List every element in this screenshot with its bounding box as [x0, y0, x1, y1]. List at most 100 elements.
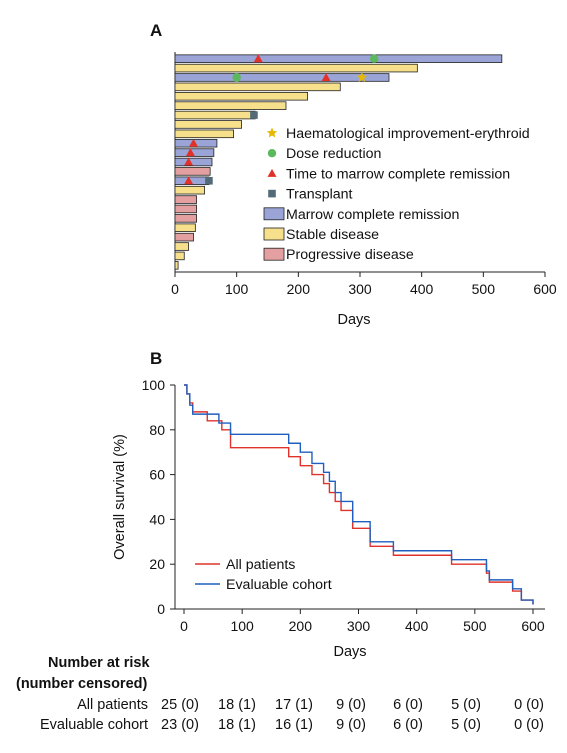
risk-cell: 25 (0): [161, 697, 199, 713]
patient-bar: [174, 54, 503, 63]
patient-bar: [174, 261, 179, 270]
square-marker: [205, 176, 213, 185]
triangle-marker: [184, 157, 194, 166]
panel-a-legend: Haematological improvement-erythroid Dose…: [263, 126, 530, 263]
panel-a-x-axis-label: Days: [337, 312, 370, 328]
risk-cell: 23 (0): [161, 717, 199, 733]
patient-bar: [174, 63, 418, 73]
patient-bar: [174, 148, 215, 157]
survival-line-evaluable-cohort: [184, 384, 534, 605]
panel-b-axes: 0 20 40 60 80 100 0 100 200 300 400 500 600: [142, 377, 545, 634]
patient-bar: [174, 73, 390, 82]
patient-bar: [174, 223, 196, 232]
risk-cell: 9 (0): [336, 717, 366, 733]
risk-cell: 6 (0): [393, 717, 423, 733]
panel-b-x-tick-label: 0: [180, 618, 188, 634]
panel-b-x-tick-label: 400: [405, 618, 429, 634]
risk-row-label: All patients: [77, 697, 148, 713]
patient-bar: [174, 129, 234, 139]
triangle-marker: [253, 54, 263, 63]
star-marker: [356, 72, 368, 82]
panel-a-x-tick-label: 100: [225, 281, 249, 297]
risk-cell: 5 (0): [451, 697, 481, 713]
patient-bar: [174, 214, 197, 223]
patient-bar: [174, 110, 256, 120]
panel-b-y-axis-label: Overall survival (%): [112, 434, 128, 560]
square-marker: [250, 111, 258, 119]
patient-bar: [174, 232, 194, 242]
legend-marker-label: Dose reduction: [286, 146, 381, 162]
risk-row-label: Evaluable cohort: [39, 717, 148, 733]
patient-bar: [174, 120, 242, 129]
patient-bar: [174, 92, 308, 101]
panel-a-x-tick-label: 0: [171, 281, 179, 297]
patient-bar: [174, 185, 206, 195]
patient-bar: [174, 195, 197, 204]
panel-a-x-tick-label: 600: [533, 281, 557, 297]
legend-bar-swatch: [263, 247, 285, 261]
panel-a-x-tick-label: 200: [287, 281, 311, 297]
panel-b-x-axis-label: Days: [333, 644, 366, 660]
risk-cell: 0 (0): [514, 697, 544, 713]
legend-marker-label: Haematological improvement-erythroid: [286, 126, 530, 142]
legend-bar-label: Marrow complete remission: [286, 207, 459, 223]
patient-bar: [174, 101, 287, 110]
survival-line-all-patients: [184, 384, 534, 605]
patient-bar: [174, 251, 185, 261]
panel-b-lines: [184, 384, 534, 605]
risk-cell: 0 (0): [514, 717, 544, 733]
legend-triangle-icon: [267, 168, 277, 177]
triangle-marker: [189, 138, 198, 147]
patient-bar: [174, 82, 341, 92]
risk-cell: 18 (1): [218, 717, 256, 733]
risk-cell: 6 (0): [393, 697, 423, 713]
panel-a-x-tick-label: 500: [472, 281, 496, 297]
circle-marker: [369, 54, 379, 63]
panel-a-x-tick-label: 300: [348, 281, 372, 297]
legend-circle-icon: [267, 149, 277, 158]
patient-bar: [174, 157, 213, 167]
panel-b-y-tick-label: 100: [142, 377, 166, 393]
panel-a: A 0 100 200 300 400 500 600 Haematological imp…: [150, 21, 557, 328]
risk-cell: 5 (0): [451, 717, 481, 733]
legend-bar-swatch: [263, 207, 285, 221]
risk-cell: 16 (1): [275, 717, 313, 733]
panel-b-y-tick-label: 0: [157, 601, 165, 617]
triangle-marker: [321, 72, 331, 81]
legend-series-label: Evaluable cohort: [226, 577, 332, 593]
panel-b-x-tick-label: 100: [230, 618, 254, 634]
risk-table-subheading: (number censored): [16, 676, 148, 692]
panel-b-label: B: [150, 349, 162, 368]
triangle-marker: [185, 148, 195, 157]
legend-marker-label: Time to marrow complete remission: [286, 166, 510, 182]
patient-bar: [174, 242, 189, 251]
panel-b-y-tick-label: 20: [149, 556, 165, 572]
risk-cell: 18 (1): [218, 697, 256, 713]
panel-b-legend: All patients Evaluable cohort: [195, 557, 332, 593]
patient-bar: [174, 167, 211, 176]
risk-cell: 17 (1): [275, 697, 313, 713]
triangle-marker: [184, 176, 194, 185]
panel-a-bars: [174, 54, 503, 270]
panel-a-x-tick-label: 400: [410, 281, 434, 297]
circle-marker: [232, 73, 241, 82]
legend-square-icon: [268, 189, 276, 198]
legend-star-icon: [266, 127, 278, 138]
panel-b-x-tick-label: 200: [289, 618, 313, 634]
legend-bar-label: Progressive disease: [286, 247, 414, 263]
panel-b-y-tick-label: 60: [149, 467, 165, 483]
patient-bar: [174, 204, 197, 214]
panel-b-x-tick-label: 300: [347, 618, 371, 634]
panel-a-label: A: [150, 21, 162, 40]
risk-cell: 9 (0): [336, 697, 366, 713]
panel-a-axes: 0 100 200 300 400 500 600: [171, 52, 557, 297]
panel-a-markers: [184, 54, 379, 185]
risk-table-heading: Number at risk: [48, 655, 150, 671]
panel-b: B 0 20 40 60 80 100 0 100 200 300 400 500 600 All pa…: [112, 349, 545, 660]
panel-b-x-tick-label: 500: [463, 618, 487, 634]
panel-b-x-tick-label: 600: [521, 618, 545, 634]
legend-bar-swatch: [263, 227, 285, 241]
legend-bar-label: Stable disease: [286, 227, 379, 243]
panel-b-y-tick-label: 40: [149, 511, 165, 527]
